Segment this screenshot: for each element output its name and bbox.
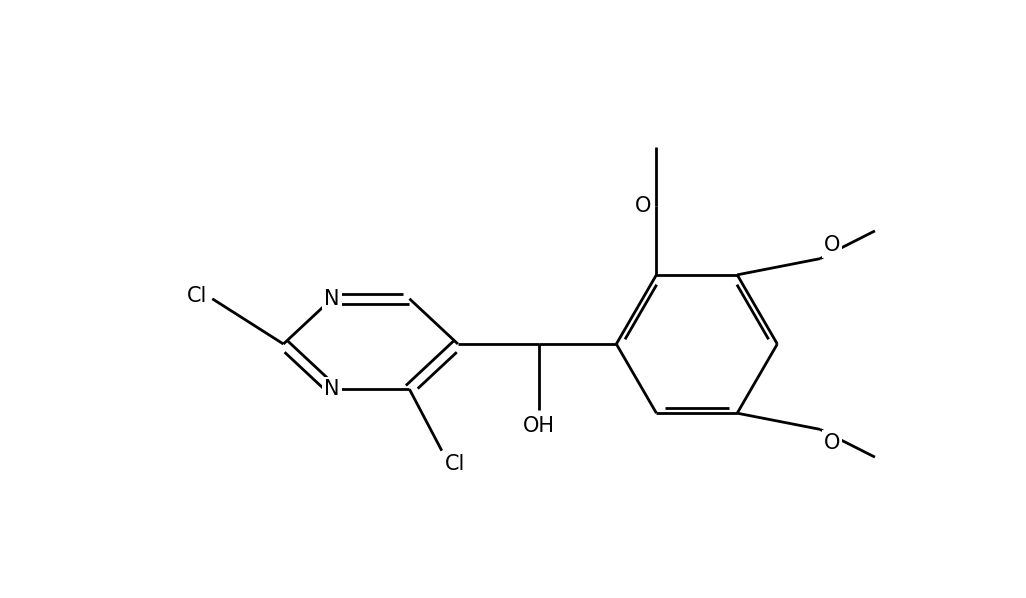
Text: O: O <box>824 432 840 453</box>
Text: O: O <box>635 196 652 216</box>
Text: OH: OH <box>523 416 555 437</box>
Text: Cl: Cl <box>187 285 207 306</box>
Text: N: N <box>324 289 340 309</box>
Text: Cl: Cl <box>445 454 466 474</box>
Text: N: N <box>324 379 340 399</box>
Text: O: O <box>824 236 840 255</box>
